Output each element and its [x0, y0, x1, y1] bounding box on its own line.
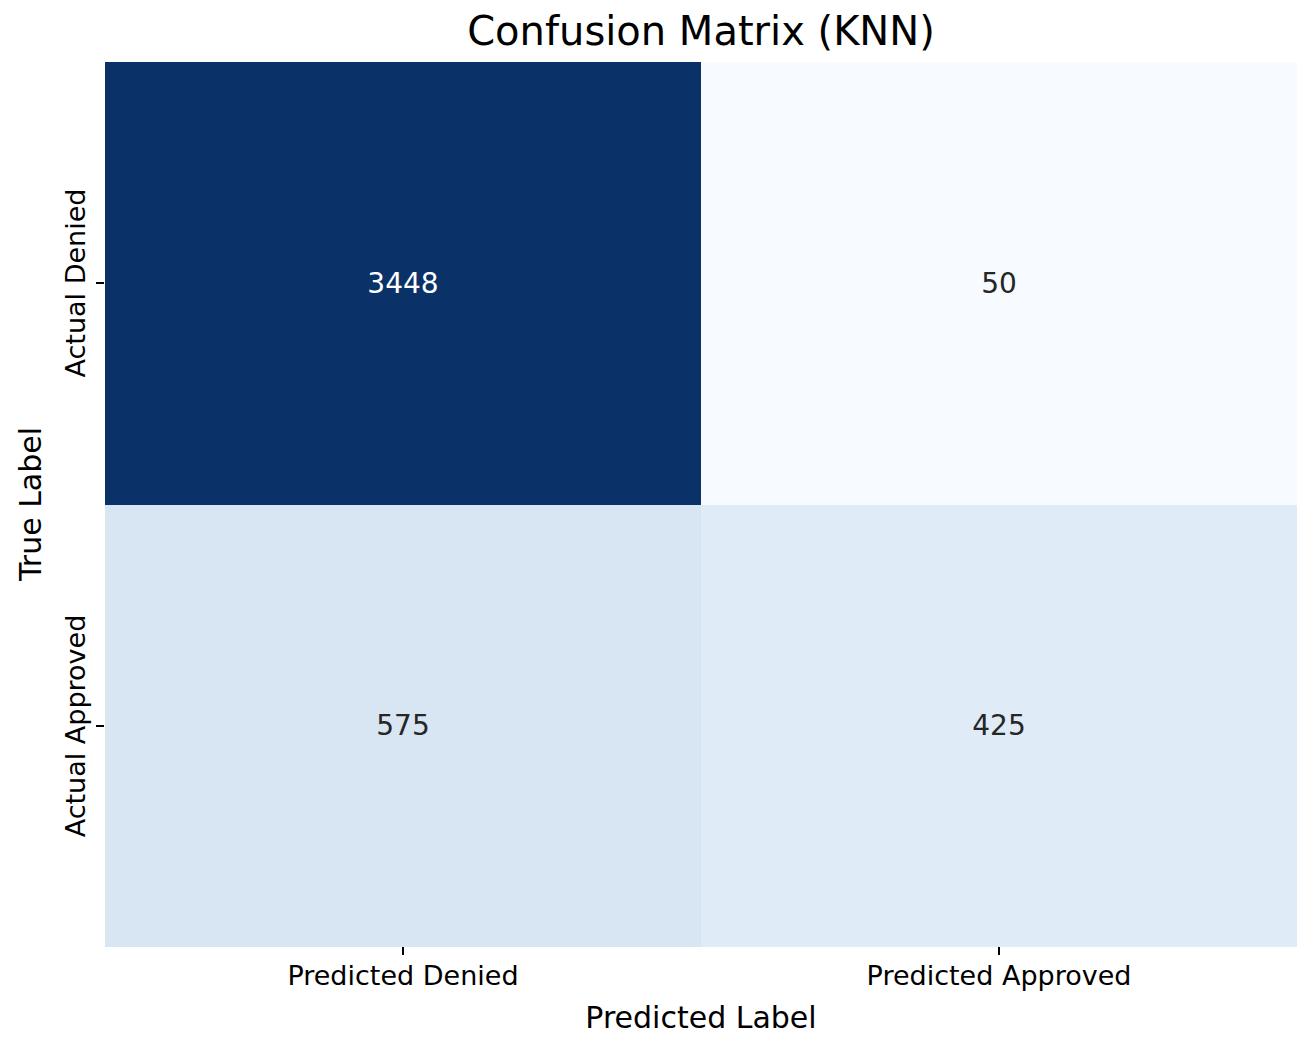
cell-value: 575	[376, 709, 429, 742]
cell-value: 425	[972, 709, 1025, 742]
x-tick-label-predicted-approved: Predicted Approved	[819, 960, 1179, 991]
y-tick-mark	[96, 282, 104, 284]
y-tick-label-actual-denied: Actual Denied	[60, 189, 91, 378]
y-axis-label: True Label	[13, 427, 48, 581]
cell-value: 3448	[367, 267, 438, 300]
heatmap-cell-true-positive: 425	[701, 505, 1297, 948]
chart-title: Confusion Matrix (KNN)	[105, 8, 1297, 54]
cell-value: 50	[981, 267, 1017, 300]
y-tick-mark	[96, 725, 104, 727]
x-axis-label: Predicted Label	[105, 1000, 1297, 1035]
heatmap-cell-true-negative: 3448	[105, 62, 701, 505]
x-tick-mark	[998, 947, 1000, 955]
heatmap-grid: 3448 50 575 425	[105, 62, 1297, 947]
x-tick-label-predicted-denied: Predicted Denied	[223, 960, 583, 991]
x-tick-mark	[402, 947, 404, 955]
heatmap-cell-false-positive: 50	[701, 62, 1297, 505]
y-tick-label-actual-approved: Actual Approved	[60, 615, 91, 838]
heatmap-cell-false-negative: 575	[105, 505, 701, 948]
confusion-matrix-figure: Confusion Matrix (KNN) 3448 50 575 425 P…	[0, 0, 1315, 1055]
